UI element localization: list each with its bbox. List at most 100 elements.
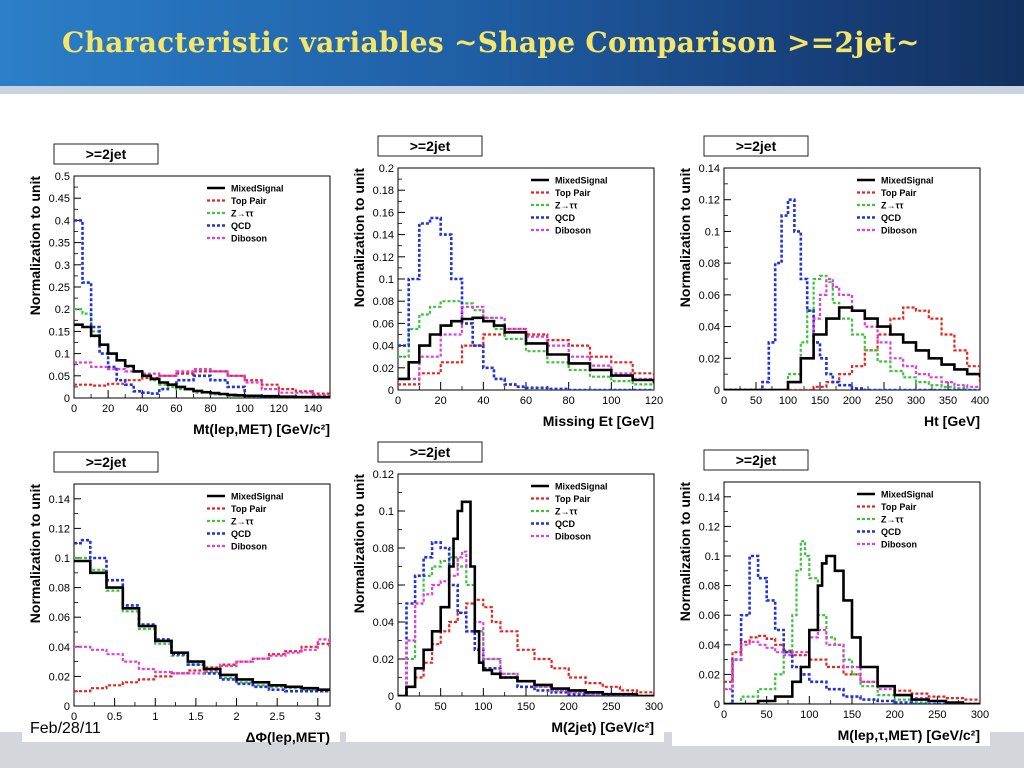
y-tick-label: 0 [388,691,394,703]
x-tick-label: 300 [645,701,663,713]
x-tick-label: 20 [435,395,447,407]
y-tick-label: 0.06 [699,610,720,622]
jet-tag-label: >=2jet [736,138,777,154]
chart-panel-dphi: >=2jet 0 0.02 0.04 0.06 0.08 0.1 0.12 0.14 0 0.5 1 1… [22,450,340,746]
y-tick-label: 0.08 [699,581,720,593]
x-tick-label: 140 [304,403,322,415]
y-tick-label: 0.06 [699,290,720,302]
x-tick-label: 150 [517,701,535,713]
series-line-z- [724,274,980,390]
y-tick-label: 0.2 [379,163,394,175]
series-line-qcd [398,216,654,390]
x-tick-label: 100 [474,701,492,713]
y-tick-label: 0.02 [373,654,394,666]
legend-entry: Z→ττ [231,209,254,219]
x-tick-label: 0 [71,403,77,415]
x-tick-label: 0 [721,395,727,407]
chart-svg-3: >=2jet 0 0.02 0.04 0.06 0.08 0.1 0.12 0.14 0 0.5 1 1… [27,451,331,745]
y-tick-label: 0.1 [55,349,70,361]
jet-tag-label: >=2jet [86,146,127,162]
x-axis-label: Ht [GeV] [924,413,980,429]
plot-frame [723,167,981,391]
legend-entry: QCD [231,529,252,539]
y-tick-label: 0.06 [373,318,394,330]
y-axis-label: Normalization to unit [677,482,693,622]
legend-entry: MixedSignal [555,482,608,492]
plot-frame [73,483,331,707]
x-axis-label: M(lep,τ,MET) [GeV/c²] [838,727,980,743]
chart-svg-1: >=2jet 0 0.02 0.04 0.06 0.08 0.1 0.12 0.14 0.16 0.… [351,135,663,429]
x-axis-label: Mt(lep,MET) [GeV/c²] [193,421,330,437]
y-tick-label: 0.02 [373,363,394,375]
series-line-top-pair [74,639,330,693]
series-line-diboson [724,628,980,704]
x-tick-label: 40 [477,395,489,407]
y-tick-label: 0.1 [705,226,720,238]
chart-panel-mlt: >=2jet 0 0.02 0.04 0.06 0.08 0.1 0.12 0.14 0 50 100… [672,448,990,744]
x-tick-label: 1.5 [188,711,203,723]
legend-entry: Top Pair [555,188,591,198]
y-tick-label: 0.08 [49,583,70,595]
chart-panel-mt: >=2jet 0 0.05 0.1 0.15 0.2 0.25 0.3 0.35 0.4 0.45 0… [22,142,340,438]
x-tick-label: 100 [235,403,253,415]
series-line-mixedsignal [724,554,980,704]
legend-entry: QCD [555,519,576,529]
x-tick-label: 120 [270,403,288,415]
series-line-qcd [398,541,654,696]
y-tick-label: 0.04 [699,322,720,334]
x-tick-label: 2.5 [270,711,285,723]
x-tick-label: 200 [885,709,903,721]
y-tick-label: 0.04 [49,642,70,654]
legend-entry: MixedSignal [881,490,934,500]
x-axis-label: Missing Et [GeV] [543,413,654,429]
y-tick-label: 0.06 [373,580,394,592]
legend-entry: Diboson [881,540,917,550]
y-tick-label: 0.45 [49,193,70,205]
y-tick-label: 0 [388,385,394,397]
chart-panel-m2jet: >=2jet 0 0.02 0.04 0.06 0.08 0.1 0.12 0 50 100 150 2… [346,440,664,736]
x-tick-label: 0 [395,395,401,407]
x-tick-label: 100 [602,395,620,407]
legend-entry: Diboson [555,532,591,542]
chart-svg-5: >=2jet 0 0.02 0.04 0.06 0.08 0.1 0.12 0.14 0 50 100… [677,449,989,743]
x-tick-label: 60 [520,395,532,407]
series-line-qcd [724,554,980,704]
y-tick-label: 0.08 [373,296,394,308]
y-tick-label: 0.14 [699,492,720,504]
series-line-mixedsignal [724,306,980,390]
jet-tag-box [377,135,483,157]
x-tick-label: 120 [645,395,663,407]
x-tick-label: 60 [170,403,182,415]
series-line-top-pair [398,327,654,386]
x-tick-label: 50 [761,709,773,721]
x-tick-label: 50 [750,395,762,407]
x-tick-label: 0 [721,709,727,721]
y-axis-label: Normalization to unit [27,484,43,624]
y-tick-label: 0.14 [49,494,70,506]
y-tick-label: 0.12 [699,521,720,533]
jet-tag-box [703,449,809,471]
x-axis-label: ΔΦ(lep,MET) [245,729,330,745]
x-tick-label: 200 [559,701,577,713]
legend-entry: Top Pair [231,504,267,514]
y-tick-label: 0.1 [379,274,394,286]
y-tick-label: 0 [714,699,720,711]
series-line-z- [74,556,330,693]
y-axis-label: Normalization to unit [27,176,43,316]
y-tick-label: 0.35 [49,238,70,250]
plot-frame [73,175,331,399]
legend-entry: QCD [881,527,902,537]
series-line-qcd [724,198,980,390]
x-tick-label: 400 [971,395,989,407]
plot-frame [397,167,655,391]
jet-tag-label: >=2jet [86,454,127,470]
chart-svg-4: >=2jet 0 0.02 0.04 0.06 0.08 0.1 0.12 0 50 100 150 2… [351,441,663,735]
x-tick-label: 250 [602,701,620,713]
x-tick-label: 80 [563,395,575,407]
legend-entry: Z→ττ [231,517,254,527]
series-line-mixedsignal [398,500,654,696]
series-line-diboson [398,550,654,696]
x-tick-label: 300 [907,395,925,407]
series-line-top-pair [724,634,980,701]
x-tick-label: 150 [811,395,829,407]
